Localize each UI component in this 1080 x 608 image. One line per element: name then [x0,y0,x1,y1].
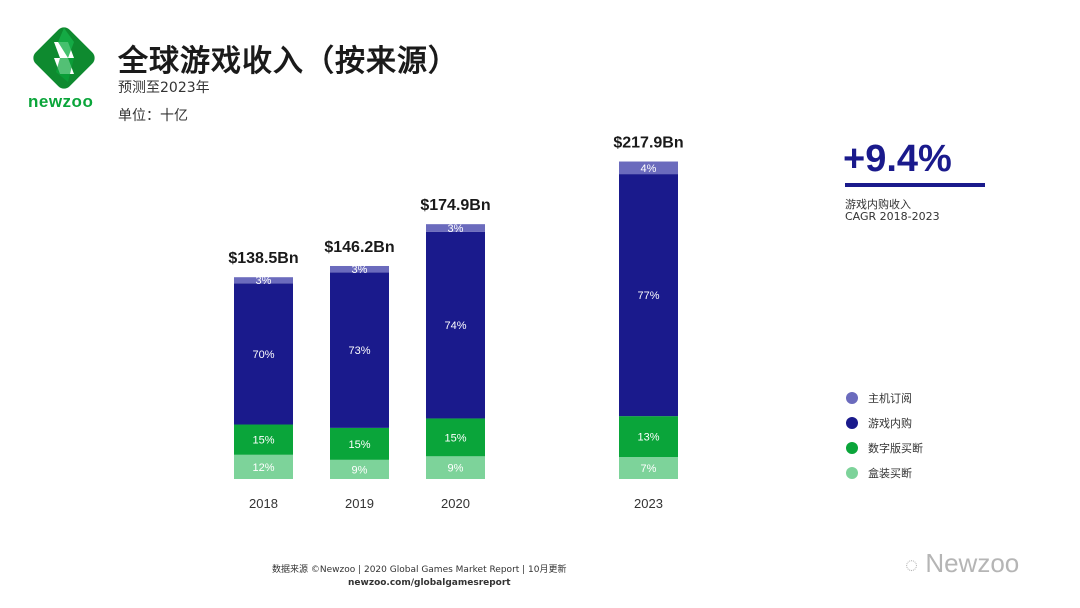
bar-segment [426,224,485,232]
bar-segment [330,459,389,479]
legend-item: 游戏内购 [846,415,912,431]
segment-label: 3% [448,223,464,235]
unit-label: 单位：十亿 [118,108,188,124]
legend-label: 数字版买断 [868,442,923,455]
page-title: 全球游戏收入（按来源） [118,44,459,79]
cagr-value: +9.4% [843,138,952,180]
legend-label: 盒装买断 [868,467,912,480]
newzoo-logo-icon [33,27,95,89]
logo-text: newzoo [28,92,94,111]
total-label: $217.9Bn [613,135,683,152]
watermark: ◌ Newzoo [905,548,1019,579]
segment-label: 3% [256,275,272,287]
segment-label: 70% [252,349,274,361]
cagr-underline [845,183,985,187]
segment-label: 15% [252,435,274,447]
segment-label: 12% [252,462,274,474]
total-label: $146.2Bn [324,239,394,256]
total-label: $138.5Bn [228,250,298,267]
legend-item: 数字版买断 [846,440,923,456]
bar-segment [234,454,293,479]
segment-label: 9% [448,463,464,475]
subtitle: 预测至2023年 [118,80,210,96]
wechat-icon: ◌ [905,552,919,577]
bar-segment [234,283,293,425]
segment-label: 13% [637,432,659,444]
bar-segment [330,427,389,460]
source-note: 数据来源 ©Newzoo | 2020 Global Games Market … [272,565,567,575]
legend-item: 主机订阅 [846,390,912,406]
bar-segment [234,277,293,284]
segment-label: 15% [444,432,466,444]
bar-segment [330,265,389,273]
cagr-period: CAGR 2018-2023 [845,210,940,223]
segment-label: 77% [637,290,659,302]
legend-label: 主机订阅 [868,392,912,405]
segment-label: 4% [641,163,657,175]
bar-segment [619,416,678,457]
legend-swatch [846,392,858,404]
legend-item: 盒装买断 [846,465,912,481]
segment-label: 74% [444,320,466,332]
legend-swatch [846,467,858,479]
bar-segment [619,161,678,175]
segment-label: 73% [348,345,370,357]
bar-segment [426,418,485,457]
x-tick-label: 2020 [441,496,470,511]
bar-segment [426,456,485,479]
bar-segment [330,272,389,428]
watermark-text: Newzoo [925,548,1020,578]
segment-label: 7% [641,463,657,475]
bar-segment [234,424,293,455]
segment-label: 15% [348,439,370,451]
bar-segment [619,456,678,479]
cagr-label: 游戏内购收入 [845,198,911,211]
legend-label: 游戏内购 [868,417,912,430]
bar-segment [619,174,678,417]
legend-swatch [846,442,858,454]
x-tick-label: 2019 [345,496,374,511]
segment-label: 3% [352,264,368,276]
source-url: newzoo.com/globalgamesreport [348,578,511,588]
segment-label: 9% [352,464,368,476]
x-tick-label: 2023 [634,496,663,511]
legend-swatch [846,417,858,429]
bar-segment [426,231,485,419]
x-tick-label: 2018 [249,496,278,511]
total-label: $174.9Bn [420,197,490,214]
